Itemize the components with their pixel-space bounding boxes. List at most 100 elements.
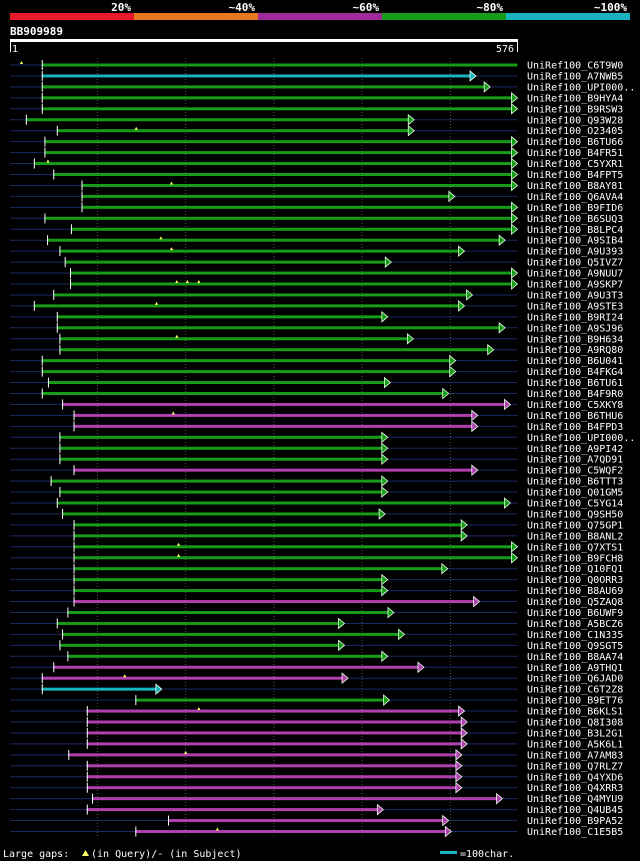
hit-label[interactable]: UniRef100_B6THU6 (527, 411, 623, 422)
hit-label[interactable]: UniRef100_Q6JAD0 (527, 674, 623, 685)
hit-row[interactable]: UniRef100_B9FID6 (10, 201, 623, 214)
hit-bar[interactable] (59, 435, 383, 439)
hit-row[interactable]: UniRef100_Q4UB45 (10, 803, 623, 817)
hit-bar[interactable] (56, 315, 383, 319)
hit-bar[interactable] (86, 764, 457, 768)
hit-label[interactable]: UniRef100_Q4XRR3 (527, 783, 623, 794)
hit-bar[interactable] (56, 501, 506, 505)
hit-bar[interactable] (81, 183, 513, 187)
hit-row[interactable]: UniRef100_A5BCZ6 (10, 617, 623, 630)
hit-bar[interactable] (86, 742, 463, 746)
hit-label[interactable]: UniRef100_B4FPT5 (527, 170, 623, 181)
hit-row[interactable]: UniRef100_A9SKP7 (10, 278, 623, 291)
hit-label[interactable]: UniRef100_Q9SGT5 (527, 641, 623, 652)
hit-bar[interactable] (86, 775, 457, 779)
hit-label[interactable]: UniRef100_Q4YXD6 (527, 772, 623, 783)
hit-label[interactable]: UniRef100_A5K6L1 (527, 739, 623, 750)
hit-row[interactable]: UniRef100_B4FPD3 (10, 420, 623, 433)
hit-bar[interactable] (70, 282, 513, 286)
hit-bar[interactable] (56, 621, 340, 625)
hit-bar[interactable] (33, 162, 513, 166)
hit-bar[interactable] (67, 654, 383, 658)
hit-row[interactable]: UniRef100_B8AU69 (10, 584, 623, 598)
hit-row[interactable]: UniRef100_Q7RLZ7 (10, 759, 623, 773)
hit-bar[interactable] (41, 85, 486, 89)
hit-row[interactable]: UniRef100_Q4YXD6 (10, 770, 623, 784)
hit-bar[interactable] (59, 446, 383, 450)
hit-label[interactable]: UniRef100_Q9SH50 (527, 509, 623, 520)
hit-label[interactable]: UniRef100_A9NUU7 (527, 269, 623, 280)
hit-row[interactable]: UniRef100_A9SIB4 (10, 234, 623, 247)
hit-bar[interactable] (44, 151, 513, 155)
hit-label[interactable]: UniRef100_A7NWB5 (527, 71, 623, 82)
hit-bar[interactable] (73, 534, 463, 538)
hit-row[interactable]: UniRef100_B6TTT3 (10, 475, 623, 488)
hit-label[interactable]: UniRef100_Q8I308 (527, 718, 623, 729)
hit-label[interactable]: UniRef100_Q4UB45 (527, 805, 623, 816)
hit-row[interactable]: UniRef100_Q5ZAQ8 (10, 595, 623, 609)
hit-row[interactable]: UniRef100_B3L2G1 (10, 727, 623, 740)
hit-label[interactable]: UniRef100_A5BCZ6 (527, 619, 623, 630)
hit-bar[interactable] (59, 490, 383, 494)
hit-bar[interactable] (73, 523, 463, 527)
hit-label[interactable]: UniRef100_B9FID6 (527, 203, 623, 214)
hit-bar[interactable] (64, 260, 387, 264)
hit-row[interactable]: UniRef100_Q75GP1 (10, 519, 623, 532)
hit-bar[interactable] (73, 545, 513, 549)
hit-row[interactable]: UniRef100_A9STE3 (10, 300, 623, 313)
hit-bar[interactable] (50, 479, 383, 483)
hit-row[interactable]: UniRef100_Q6AVA4 (10, 190, 623, 203)
hit-bar[interactable] (41, 676, 344, 680)
hit-bar[interactable] (41, 370, 451, 374)
hit-label[interactable]: UniRef100_C5YG14 (527, 499, 623, 510)
hit-bar[interactable] (59, 457, 383, 461)
hit-label[interactable]: UniRef100_B9RSW3 (527, 104, 623, 115)
hit-row[interactable]: UniRef100_B4FKG4 (10, 365, 623, 379)
hit-bar[interactable] (62, 632, 400, 636)
hit-bar[interactable] (73, 567, 443, 571)
hit-bar[interactable] (41, 74, 472, 78)
hit-row[interactable]: UniRef100_Q10FQ1 (10, 562, 623, 576)
hit-row[interactable]: UniRef100_O23405 (10, 124, 623, 138)
hit-label[interactable]: UniRef100_Q7XTS1 (527, 542, 623, 553)
hit-label[interactable]: UniRef100_A7QD91 (527, 455, 623, 466)
hit-bar[interactable] (47, 238, 501, 242)
hit-bar[interactable] (59, 337, 409, 341)
hit-bar[interactable] (70, 271, 513, 275)
hit-row[interactable]: UniRef100_C5WQF2 (10, 464, 623, 477)
hit-label[interactable]: UniRef100_B6UWF9 (527, 608, 623, 619)
hit-label[interactable]: UniRef100_Q7RLZ7 (527, 761, 623, 772)
hit-row[interactable]: UniRef100_A9NUU7 (10, 267, 623, 280)
hit-row[interactable]: UniRef100_B6TU61 (10, 376, 623, 390)
hit-bar[interactable] (41, 63, 518, 67)
hit-row[interactable]: UniRef100_C1E5B5 (10, 825, 623, 839)
hit-row[interactable]: UniRef100_B4FPT5 (10, 168, 623, 182)
hit-label[interactable]: UniRef100_C6T2Z8 (527, 685, 623, 696)
hit-label[interactable]: UniRef100_A9THQ1 (527, 663, 623, 674)
hit-bar[interactable] (86, 786, 457, 790)
hit-row[interactable]: UniRef100_C1N335 (10, 628, 623, 641)
hit-row[interactable]: UniRef100_Q9SH50 (10, 508, 623, 521)
hit-bar[interactable] (73, 589, 383, 593)
hit-row[interactable]: UniRef100_Q01GM5 (10, 486, 623, 499)
hit-bar[interactable] (73, 556, 513, 560)
hit-row[interactable]: UniRef100_B8LPC4 (10, 223, 623, 236)
hit-label[interactable]: UniRef100_B4FKG4 (527, 367, 623, 378)
hit-label[interactable]: UniRef100_UPI000.. (527, 82, 635, 93)
hit-bar[interactable] (73, 600, 475, 604)
hit-label[interactable]: UniRef100_A9RQ80 (527, 345, 623, 356)
hit-row[interactable]: UniRef100_Q4XRR3 (10, 781, 623, 795)
hit-row[interactable]: UniRef100_UPI000.. (10, 81, 635, 94)
hit-bar[interactable] (25, 118, 410, 122)
hit-bar[interactable] (56, 129, 410, 133)
hit-row[interactable]: UniRef100_C5YXR1 (10, 157, 623, 171)
hit-label[interactable]: UniRef100_B9HYA4 (527, 93, 623, 104)
hit-bar[interactable] (167, 819, 444, 823)
hit-row[interactable]: UniRef100_B6SUQ3 (10, 212, 623, 225)
hit-row[interactable]: UniRef100_B8AY81 (10, 179, 623, 192)
hit-label[interactable]: UniRef100_B6TTT3 (527, 477, 623, 488)
hit-bar[interactable] (47, 381, 386, 385)
hit-row[interactable]: UniRef100_B4FR51 (10, 146, 623, 160)
hit-row[interactable]: UniRef100_A9U393 (10, 245, 623, 258)
hit-label[interactable]: UniRef100_C5YXR1 (527, 159, 623, 170)
